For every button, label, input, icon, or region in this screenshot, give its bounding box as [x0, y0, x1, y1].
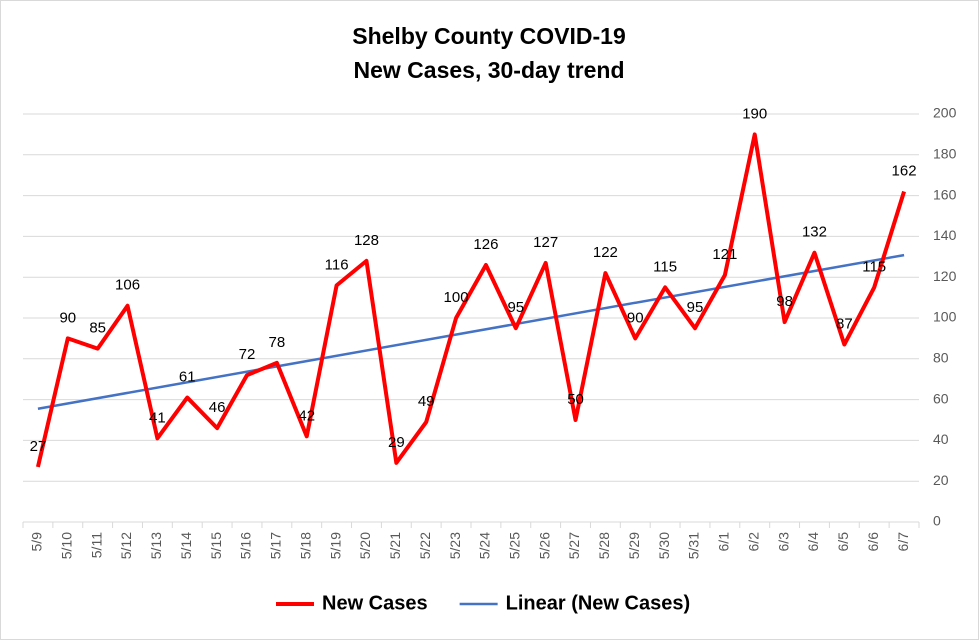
x-tick-label: 6/5 [835, 532, 851, 552]
x-tick-label: 5/24 [477, 532, 493, 559]
x-tick-label: 5/26 [536, 532, 552, 559]
x-tick-label: 5/19 [327, 532, 343, 559]
x-tick-label: 5/17 [268, 532, 284, 559]
legend-label: Linear (New Cases) [506, 592, 691, 614]
y-tick-label: 0 [933, 513, 941, 529]
data-label: 128 [354, 232, 379, 249]
x-tick-label: 5/13 [148, 532, 164, 559]
y-tick-label: 20 [933, 472, 949, 488]
x-tick-label: 5/18 [297, 532, 313, 559]
data-label: 90 [59, 309, 76, 326]
data-label: 106 [115, 277, 140, 294]
data-label: 46 [209, 399, 226, 416]
y-tick-label: 140 [933, 227, 957, 243]
data-label: 85 [89, 320, 106, 337]
x-tick-label: 5/21 [387, 532, 403, 559]
x-tick-label: 5/10 [59, 532, 75, 559]
data-label: 90 [627, 309, 644, 326]
x-tick-label: 5/25 [507, 532, 523, 559]
x-tick-label: 6/6 [865, 532, 881, 552]
y-tick-label: 160 [933, 186, 957, 202]
x-tick-label: 5/20 [357, 532, 373, 559]
data-label: 50 [567, 391, 584, 408]
data-label: 49 [418, 393, 435, 410]
data-label: 29 [388, 434, 405, 451]
y-tick-label: 80 [933, 350, 949, 366]
data-label: 122 [593, 244, 618, 261]
x-tick-label: 5/11 [88, 532, 104, 558]
y-tick-label: 120 [933, 268, 957, 284]
x-tick-label: 6/4 [805, 532, 821, 552]
data-label: 78 [269, 334, 286, 351]
data-label: 121 [712, 246, 737, 263]
data-label: 87 [836, 315, 853, 332]
x-tick-label: 5/30 [656, 532, 672, 559]
data-label: 162 [892, 162, 917, 179]
x-tick-label: 5/15 [208, 532, 224, 559]
trendline [37, 253, 905, 411]
data-label: 190 [742, 105, 767, 122]
data-label: 41 [149, 409, 166, 426]
x-tick-label: 5/16 [238, 532, 254, 559]
x-tick-label: 5/27 [566, 532, 582, 559]
x-tick-label: 5/29 [626, 532, 642, 559]
y-tick-label: 200 [933, 105, 957, 121]
x-tick-label: 6/1 [716, 532, 732, 552]
data-label: 98 [776, 293, 793, 310]
data-label: 132 [802, 224, 827, 241]
data-label: 116 [325, 256, 349, 273]
data-label: 72 [239, 346, 256, 363]
data-label: 61 [179, 369, 196, 386]
data-label: 95 [687, 299, 704, 316]
chart-subtitle: New Cases, 30-day trend [353, 57, 624, 83]
x-tick-label: 5/23 [447, 532, 463, 559]
data-label: 115 [862, 258, 886, 275]
x-tick-label: 5/31 [686, 532, 702, 559]
data-label: 42 [298, 407, 315, 424]
x-tick-label: 5/12 [118, 532, 134, 559]
x-tick-label: 5/14 [178, 532, 194, 559]
data-label: 100 [444, 289, 469, 306]
data-label: 126 [473, 236, 498, 253]
x-tick-label: 6/2 [745, 532, 761, 552]
x-tick-label: 6/3 [775, 532, 791, 552]
chart-title: Shelby County COVID-19 [352, 23, 625, 49]
y-tick-label: 100 [933, 309, 957, 325]
y-tick-label: 180 [933, 146, 957, 162]
data-label: 27 [30, 438, 47, 455]
x-tick-label: 6/7 [895, 532, 911, 552]
x-tick-label: 5/9 [29, 532, 45, 552]
line-series [35, 132, 906, 468]
data-label: 115 [653, 258, 677, 275]
y-tick-label: 40 [933, 431, 949, 447]
data-label: 95 [507, 299, 524, 316]
x-tick-label: 5/22 [417, 532, 433, 559]
x-tick-label: 5/28 [596, 532, 612, 559]
legend-label: New Cases [322, 592, 428, 614]
y-tick-label: 60 [933, 390, 949, 406]
data-label: 127 [533, 234, 558, 251]
